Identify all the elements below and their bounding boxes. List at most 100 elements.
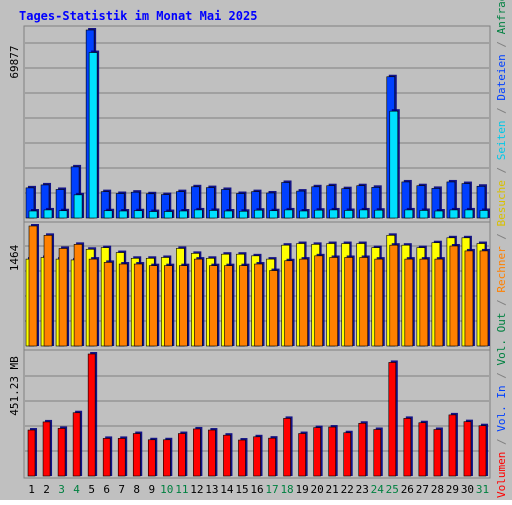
bar-vol-in-12 [193, 428, 201, 477]
bar-rechner-21 [329, 257, 338, 347]
bar-seiten-6 [103, 210, 113, 219]
bar-vol-in-17 [268, 437, 276, 477]
bar-vol-in-16 [253, 436, 261, 477]
bar-rechner-18 [284, 260, 293, 347]
bar-seiten-8 [133, 210, 143, 219]
x-tick-label: 30 [461, 483, 474, 496]
bar-rechner-30 [464, 250, 474, 347]
legend-segment: Besuche [495, 180, 508, 226]
bar-rechner-26 [404, 258, 414, 347]
x-axis-labels: 1 2 3 4 5 6 7 8 9 10 11 12 13 14 15 16 17 18 19 20 21 22 23 24 2… [28, 483, 489, 496]
x-tick-label: 13 [205, 483, 218, 496]
legend-segment: Anfragen [495, 0, 508, 34]
bar-vol-in-28 [433, 429, 442, 477]
bar-seiten-20 [314, 209, 323, 219]
bar-seiten-23 [359, 209, 369, 219]
x-tick-label: 1 [28, 483, 35, 496]
bar-vol-in-11 [178, 433, 186, 477]
panel-frame [23, 25, 491, 223]
bar-vol-in-1 [27, 429, 36, 477]
bar-vol-in-24 [373, 429, 382, 477]
bar-rechner-23 [359, 257, 369, 347]
bar-rechner-9 [148, 265, 158, 347]
x-tick-label: 5 [88, 483, 95, 496]
bar-vol-in-23 [358, 422, 367, 477]
bar-vol-in-25 [388, 362, 397, 477]
bar-vol-in-9 [147, 439, 156, 477]
bar-rechner-28 [434, 258, 444, 347]
x-tick-label: 19 [295, 483, 308, 496]
x-tick-label: 31 [476, 483, 489, 496]
bar-rechner-22 [344, 257, 353, 347]
bar-rechner-20 [314, 255, 323, 347]
bar-vol-in-22 [343, 432, 351, 477]
bar-rechner-31 [479, 250, 489, 347]
bar-seiten-21 [329, 209, 338, 219]
bar-seiten-9 [148, 211, 158, 219]
bar-rechner-5 [88, 258, 98, 347]
bar-rechner-8 [133, 263, 143, 347]
legend-segment: Vol. Out [495, 313, 508, 366]
bar-seiten-30 [464, 209, 474, 219]
x-tick-label: 27 [416, 483, 429, 496]
bar-rechner-29 [449, 245, 459, 347]
bar-rechner-2 [43, 235, 53, 347]
x-tick-label: 29 [446, 483, 459, 496]
bar-seiten-27 [419, 210, 429, 219]
bar-vol-in-6 [102, 438, 111, 477]
chart-panels: 69877 1464 451.23 MB [8, 25, 491, 479]
x-tick-label: 12 [190, 483, 203, 496]
legend-segment: / [495, 293, 508, 313]
bar-seiten-13 [209, 210, 218, 219]
bar-seiten-28 [434, 210, 444, 219]
y-max-label: 69877 [8, 45, 21, 78]
bar-vol-in-29 [448, 414, 457, 477]
bar-vol-in-2 [42, 421, 51, 477]
bar-rechner-6 [103, 262, 113, 347]
bar-seiten-17 [269, 210, 278, 219]
bar-seiten-11 [179, 210, 188, 219]
bar-vol-in-20 [313, 427, 321, 477]
bar-seiten-24 [374, 209, 384, 219]
y-max-label: 1464 [8, 244, 21, 271]
x-tick-label: 22 [341, 483, 354, 496]
bar-seiten-2 [43, 209, 53, 219]
bar-vol-in-27 [418, 422, 427, 477]
bar-rechner-13 [209, 265, 218, 347]
x-tick-label: 24 [371, 483, 385, 496]
y-max-label: 451.23 MB [8, 356, 21, 416]
bar-seiten-29 [449, 209, 459, 219]
bar-rechner-25 [389, 244, 399, 347]
bar-rechner-1 [28, 225, 38, 347]
bar-seiten-14 [224, 210, 233, 219]
bar-vol-in-18 [283, 418, 291, 477]
bar-seiten-18 [284, 209, 293, 219]
bar-seiten-3 [58, 210, 68, 219]
x-tick-label: 6 [103, 483, 110, 496]
x-tick-label: 23 [356, 483, 369, 496]
bar-rechner-11 [179, 265, 188, 347]
x-tick-label: 15 [235, 483, 248, 496]
bar-vol-in-31 [478, 425, 487, 477]
legend-segment: Rechner [495, 246, 508, 293]
x-tick-label: 2 [43, 483, 50, 496]
bar-seiten-25 [389, 110, 399, 219]
bar-vol-in-5 [87, 353, 96, 477]
bar-seiten-16 [254, 209, 263, 219]
x-tick-label: 18 [280, 483, 293, 496]
bar-rechner-7 [118, 263, 128, 347]
bar-vol-in-14 [223, 434, 231, 477]
bar-vol-in-4 [72, 412, 81, 477]
bar-vol-in-19 [298, 433, 306, 477]
bar-vol-in-3 [57, 428, 66, 477]
bar-rechner-15 [239, 265, 248, 347]
legend-segment: / [495, 432, 508, 452]
x-tick-label: 11 [175, 483, 188, 496]
bar-rechner-19 [299, 258, 308, 347]
legend-segment: Seiten [495, 120, 508, 160]
bar-vol-in-15 [238, 439, 246, 477]
x-tick-label: 25 [386, 483, 399, 496]
panel-middle: 1464 [8, 221, 491, 351]
bar-rechner-3 [58, 248, 68, 347]
bar-rechner-17 [269, 270, 278, 347]
